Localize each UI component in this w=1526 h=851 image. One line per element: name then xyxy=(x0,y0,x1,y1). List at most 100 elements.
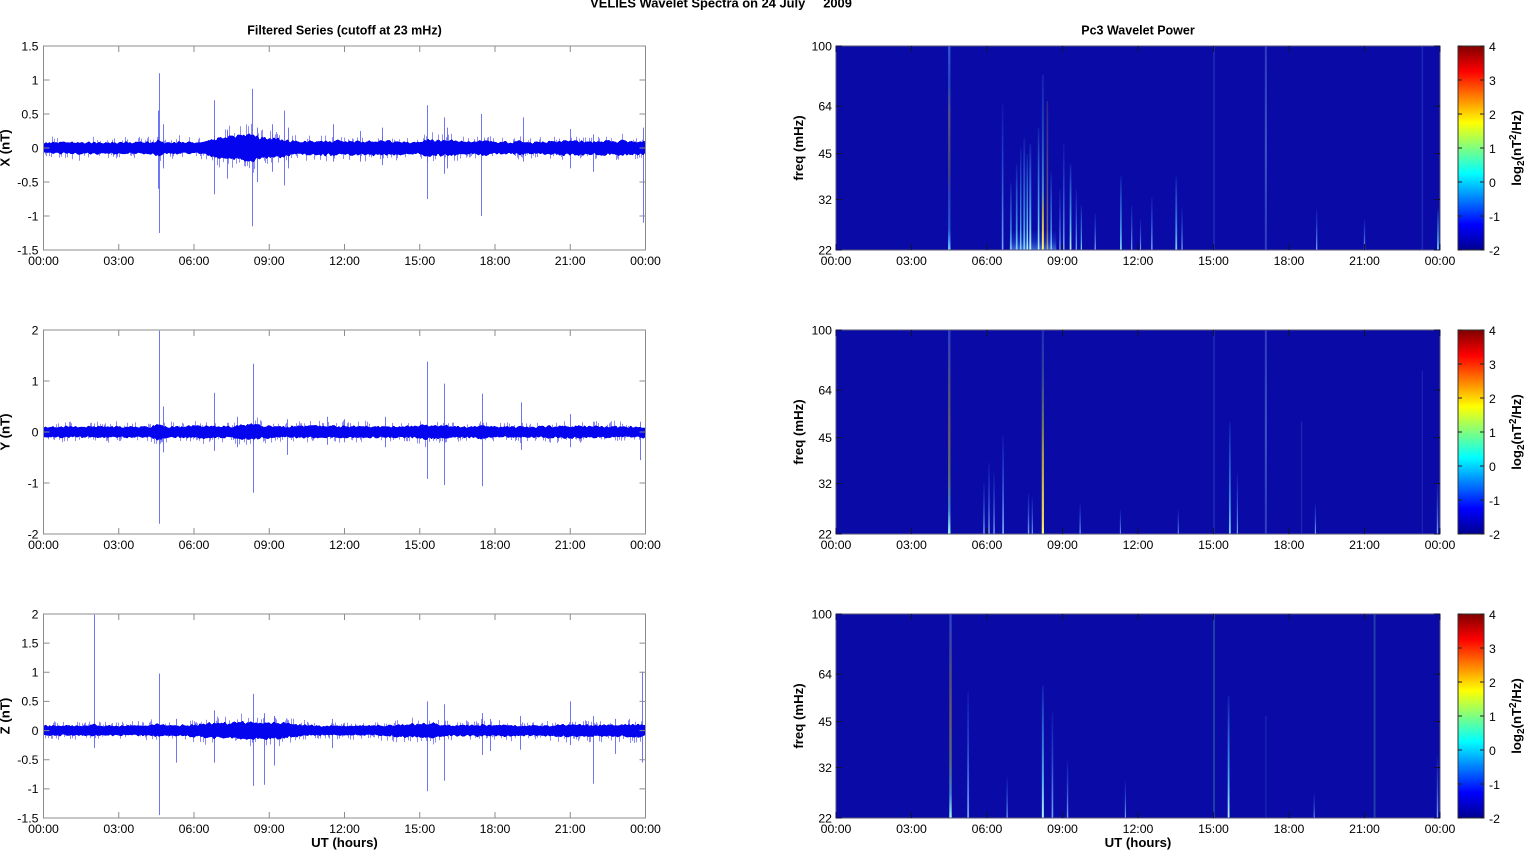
svg-text:1.5: 1.5 xyxy=(21,39,38,53)
svg-text:64: 64 xyxy=(818,383,832,397)
svg-text:09:00: 09:00 xyxy=(1047,538,1078,552)
svg-text:00:00: 00:00 xyxy=(821,538,852,552)
svg-text:03:00: 03:00 xyxy=(896,822,927,836)
svg-text:freq (mHz): freq (mHz) xyxy=(791,683,806,748)
svg-text:-1.5: -1.5 xyxy=(17,243,38,257)
svg-text:12:00: 12:00 xyxy=(329,538,360,552)
svg-text:03:00: 03:00 xyxy=(103,822,134,836)
svg-text:64: 64 xyxy=(818,99,832,113)
svg-text:1: 1 xyxy=(32,374,39,388)
svg-text:UT (hours): UT (hours) xyxy=(1105,835,1172,850)
svg-text:Y (nT): Y (nT) xyxy=(0,413,13,450)
svg-text:03:00: 03:00 xyxy=(103,254,134,268)
svg-text:2: 2 xyxy=(32,607,39,621)
svg-text:Pc3 Wavelet Power: Pc3 Wavelet Power xyxy=(1081,24,1195,38)
svg-text:log2(nT2/Hz): log2(nT2/Hz) xyxy=(1508,678,1526,754)
svg-text:0: 0 xyxy=(1489,744,1496,758)
svg-text:-2: -2 xyxy=(1489,528,1500,542)
svg-text:freq (mHz): freq (mHz) xyxy=(791,399,806,464)
svg-text:3: 3 xyxy=(1489,74,1496,88)
svg-text:-2: -2 xyxy=(28,527,39,541)
svg-text:21:00: 21:00 xyxy=(555,822,586,836)
svg-text:VELIES Wavelet Spectra on 24 J: VELIES Wavelet Spectra on 24 July 2009 xyxy=(590,0,852,11)
svg-text:2: 2 xyxy=(1489,676,1496,690)
svg-text:12:00: 12:00 xyxy=(1123,254,1154,268)
svg-text:00:00: 00:00 xyxy=(630,254,661,268)
svg-text:log2(nT2/Hz): log2(nT2/Hz) xyxy=(1508,394,1526,470)
svg-text:1: 1 xyxy=(1489,142,1496,156)
svg-text:22: 22 xyxy=(818,527,832,541)
svg-text:1.5: 1.5 xyxy=(21,636,38,650)
svg-text:18:00: 18:00 xyxy=(480,254,511,268)
svg-text:32: 32 xyxy=(818,761,832,775)
svg-text:4: 4 xyxy=(1489,40,1496,54)
svg-text:X (nT): X (nT) xyxy=(0,129,13,166)
svg-text:-2: -2 xyxy=(1489,812,1500,826)
svg-text:21:00: 21:00 xyxy=(1349,822,1380,836)
svg-text:4: 4 xyxy=(1489,608,1496,622)
svg-text:-1: -1 xyxy=(28,476,39,490)
svg-text:-1: -1 xyxy=(1489,778,1500,792)
svg-text:00:00: 00:00 xyxy=(630,538,661,552)
svg-text:0: 0 xyxy=(32,724,39,738)
svg-text:06:00: 06:00 xyxy=(179,822,210,836)
svg-text:00:00: 00:00 xyxy=(1425,538,1456,552)
svg-text:15:00: 15:00 xyxy=(1198,254,1229,268)
svg-text:45: 45 xyxy=(818,715,832,729)
svg-text:3: 3 xyxy=(1489,358,1496,372)
svg-text:09:00: 09:00 xyxy=(254,822,285,836)
svg-text:21:00: 21:00 xyxy=(1349,254,1380,268)
svg-text:06:00: 06:00 xyxy=(972,254,1003,268)
svg-text:0: 0 xyxy=(1489,460,1496,474)
svg-text:0: 0 xyxy=(1489,176,1496,190)
svg-text:100: 100 xyxy=(811,39,832,53)
svg-text:15:00: 15:00 xyxy=(1198,538,1229,552)
svg-text:00:00: 00:00 xyxy=(1425,822,1456,836)
svg-text:0.5: 0.5 xyxy=(21,695,38,709)
svg-text:21:00: 21:00 xyxy=(1349,538,1380,552)
svg-text:12:00: 12:00 xyxy=(1123,822,1154,836)
svg-text:3: 3 xyxy=(1489,642,1496,656)
svg-text:32: 32 xyxy=(818,193,832,207)
svg-text:-1: -1 xyxy=(1489,494,1500,508)
svg-text:00:00: 00:00 xyxy=(28,254,59,268)
svg-text:09:00: 09:00 xyxy=(254,254,285,268)
svg-text:45: 45 xyxy=(818,147,832,161)
svg-text:12:00: 12:00 xyxy=(329,254,360,268)
svg-text:00:00: 00:00 xyxy=(28,822,59,836)
svg-text:2: 2 xyxy=(1489,108,1496,122)
svg-text:18:00: 18:00 xyxy=(480,538,511,552)
svg-text:06:00: 06:00 xyxy=(972,538,1003,552)
svg-text:45: 45 xyxy=(818,431,832,445)
svg-text:15:00: 15:00 xyxy=(404,538,435,552)
svg-text:Z (nT): Z (nT) xyxy=(0,698,13,735)
svg-text:00:00: 00:00 xyxy=(28,538,59,552)
svg-text:-2: -2 xyxy=(1489,244,1500,258)
svg-text:0: 0 xyxy=(32,141,39,155)
svg-text:00:00: 00:00 xyxy=(630,822,661,836)
svg-text:-0.5: -0.5 xyxy=(17,753,38,767)
svg-text:UT (hours): UT (hours) xyxy=(311,835,378,850)
svg-text:0: 0 xyxy=(32,425,39,439)
svg-text:32: 32 xyxy=(818,477,832,491)
svg-text:06:00: 06:00 xyxy=(179,538,210,552)
svg-text:2: 2 xyxy=(32,323,39,337)
svg-text:18:00: 18:00 xyxy=(1274,538,1305,552)
svg-text:21:00: 21:00 xyxy=(555,254,586,268)
svg-text:12:00: 12:00 xyxy=(1123,538,1154,552)
svg-text:09:00: 09:00 xyxy=(1047,254,1078,268)
svg-text:100: 100 xyxy=(811,607,832,621)
svg-text:log2(nT2/Hz): log2(nT2/Hz) xyxy=(1508,110,1526,186)
svg-text:4: 4 xyxy=(1489,324,1496,338)
svg-text:18:00: 18:00 xyxy=(1274,254,1305,268)
svg-text:-1: -1 xyxy=(28,209,39,223)
svg-text:03:00: 03:00 xyxy=(103,538,134,552)
svg-text:100: 100 xyxy=(811,323,832,337)
svg-text:0.5: 0.5 xyxy=(21,107,38,121)
svg-text:21:00: 21:00 xyxy=(555,538,586,552)
svg-text:1: 1 xyxy=(32,666,39,680)
svg-text:03:00: 03:00 xyxy=(896,538,927,552)
svg-text:12:00: 12:00 xyxy=(329,822,360,836)
svg-text:00:00: 00:00 xyxy=(821,254,852,268)
svg-text:freq (mHz): freq (mHz) xyxy=(791,115,806,180)
